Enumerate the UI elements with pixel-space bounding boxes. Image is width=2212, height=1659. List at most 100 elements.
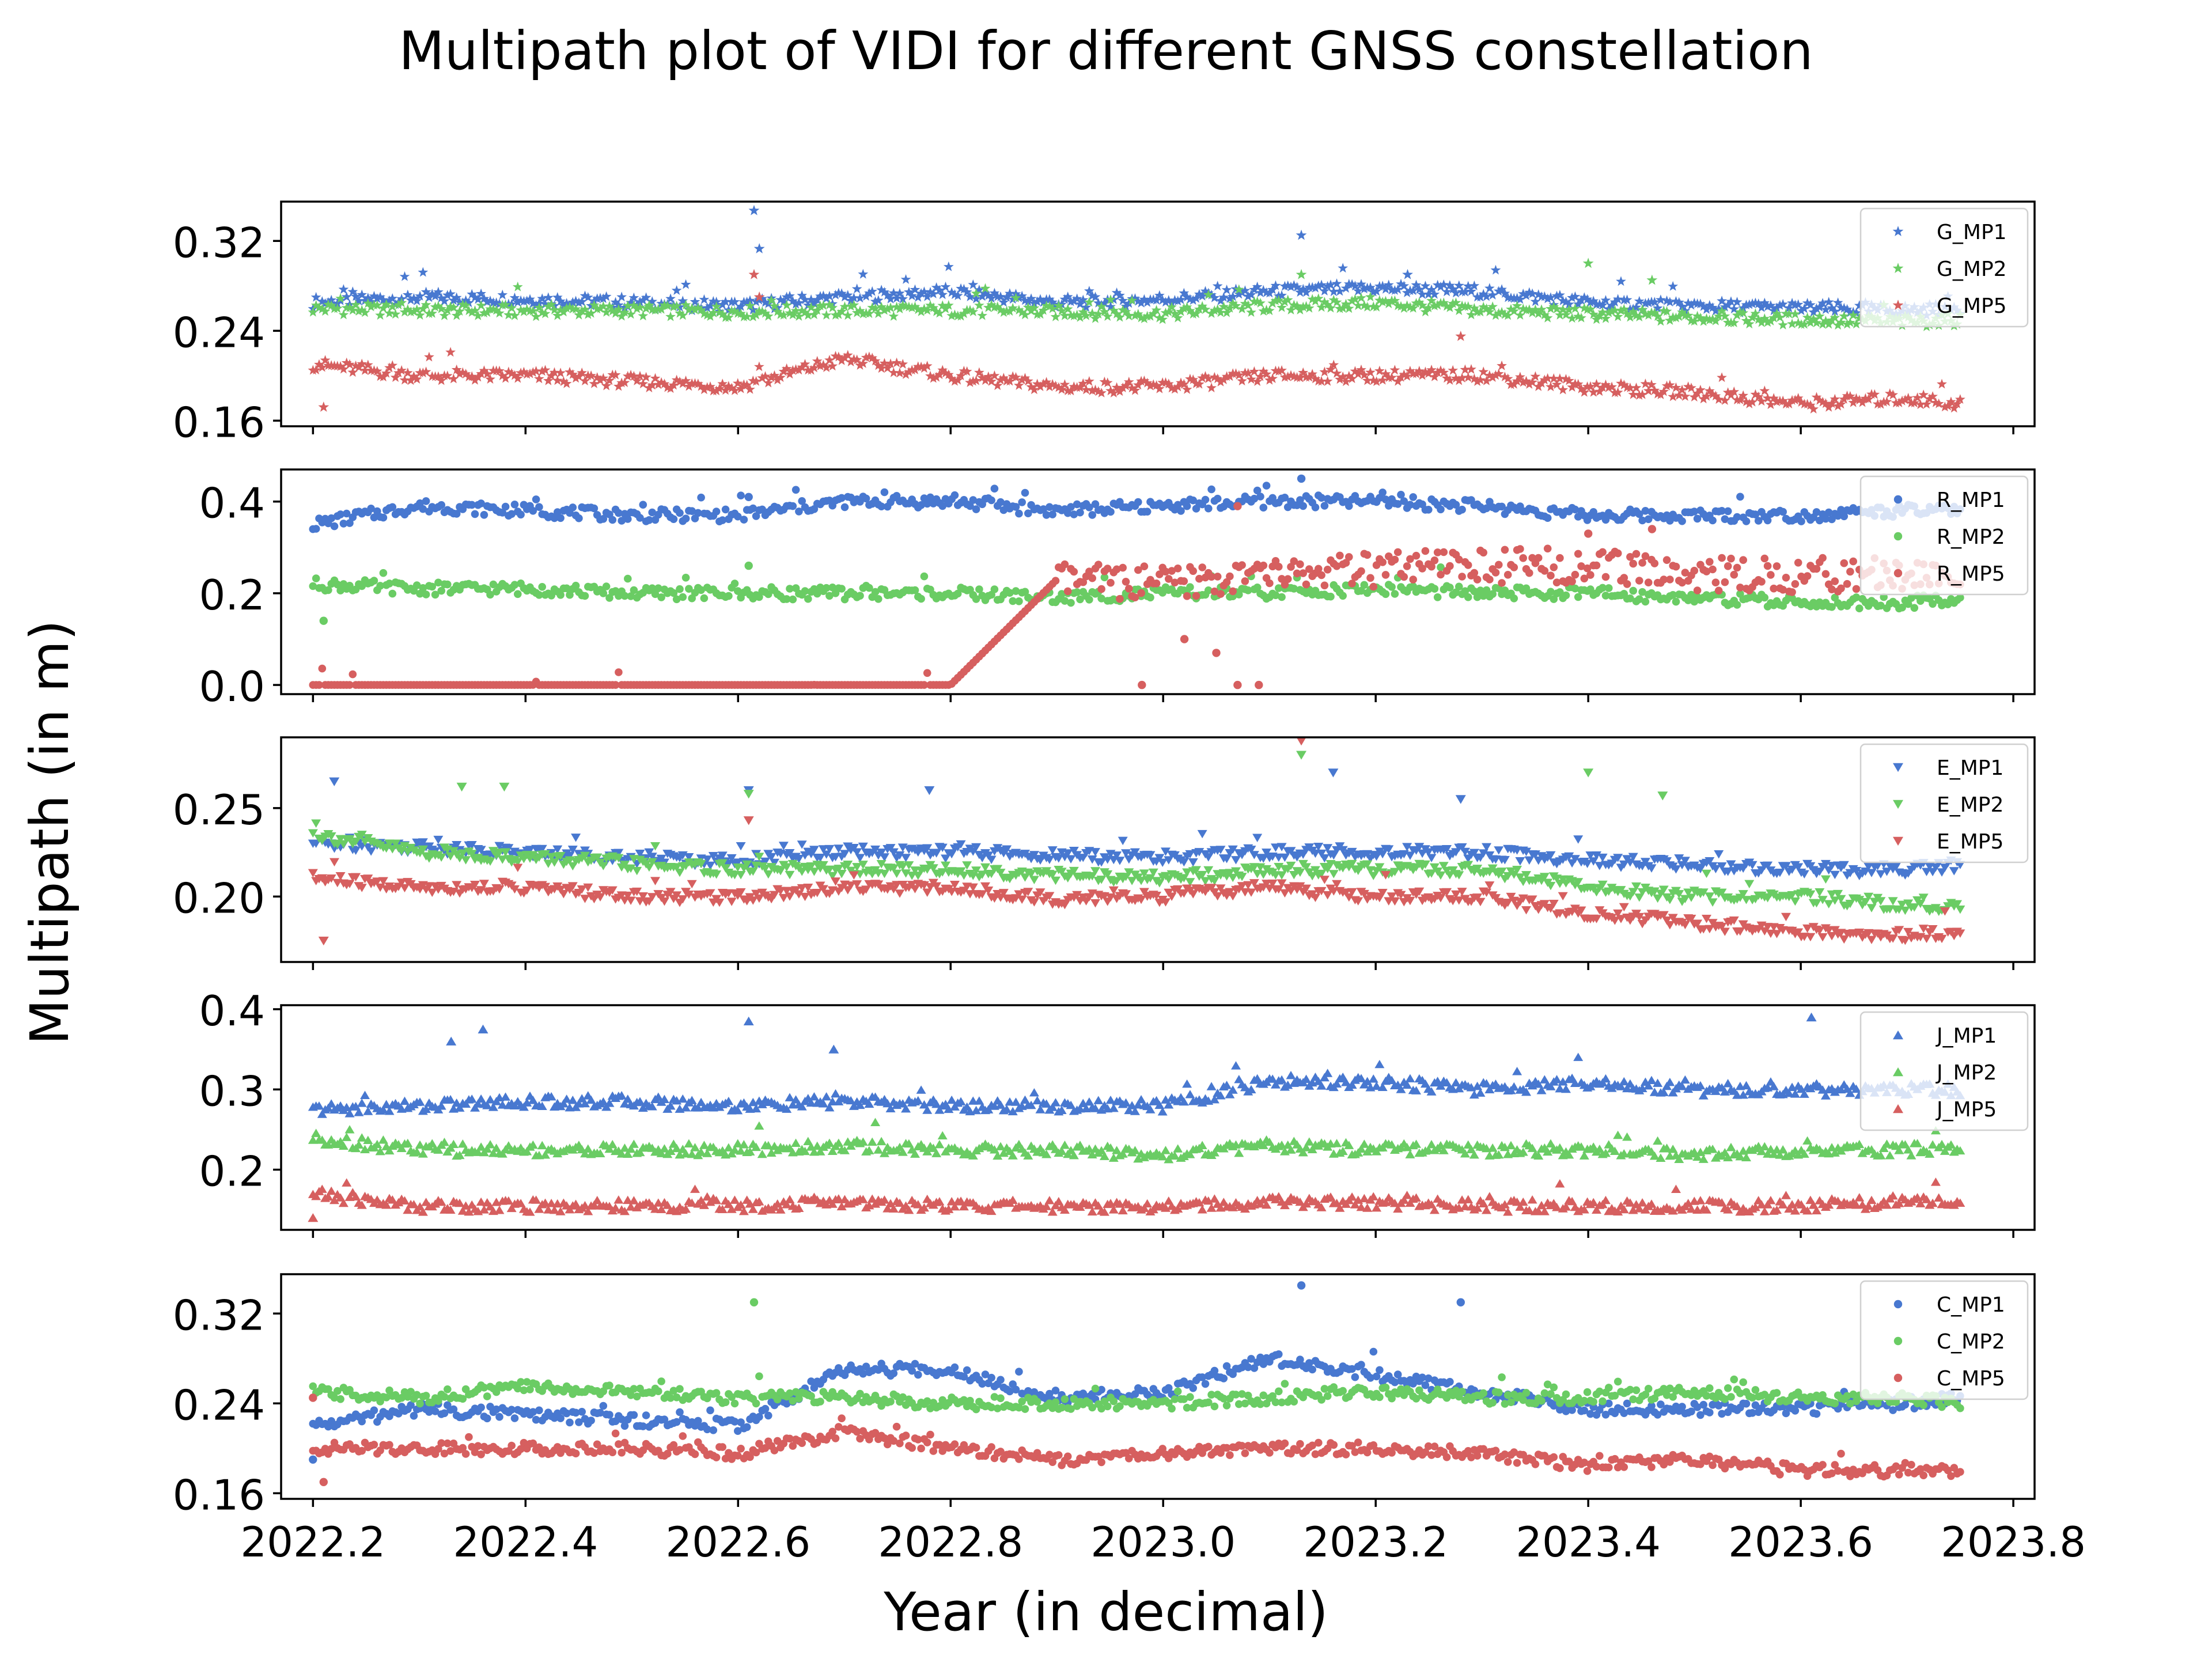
data-point xyxy=(577,885,587,894)
data-point xyxy=(624,515,632,523)
data-point xyxy=(1023,888,1033,896)
data-point xyxy=(1295,882,1305,891)
data-point xyxy=(613,849,624,858)
data-point xyxy=(1457,888,1467,896)
data-point xyxy=(897,862,908,871)
data-point xyxy=(363,874,373,883)
data-point xyxy=(411,304,422,315)
data-point xyxy=(1845,307,1855,317)
data-point xyxy=(806,862,816,871)
data-point xyxy=(1207,485,1215,494)
data-point xyxy=(1291,300,1302,310)
data-point xyxy=(1707,302,1718,312)
data-point xyxy=(1212,373,1223,384)
data-point xyxy=(1069,866,1079,876)
data-point xyxy=(1237,304,1247,313)
data-point xyxy=(919,304,930,313)
data-point xyxy=(672,863,682,872)
data-point xyxy=(1319,854,1330,863)
data-point xyxy=(613,854,624,863)
data-point xyxy=(638,378,649,389)
data-point xyxy=(1222,578,1231,586)
data-point xyxy=(1808,306,1819,317)
data-point xyxy=(804,594,812,603)
data-point xyxy=(1473,593,1482,601)
data-point xyxy=(1481,375,1492,385)
data-point xyxy=(1481,291,1492,301)
data-point xyxy=(717,299,728,309)
data-point xyxy=(880,488,889,497)
data-point xyxy=(1058,590,1066,598)
data-point xyxy=(327,514,335,522)
data-point xyxy=(1225,302,1235,313)
data-point xyxy=(342,509,351,518)
data-point xyxy=(1231,856,1241,865)
data-point xyxy=(775,372,786,382)
data-point xyxy=(444,580,452,589)
data-point xyxy=(1573,835,1584,844)
data-point xyxy=(1579,292,1590,302)
data-point xyxy=(688,507,696,515)
data-point xyxy=(528,851,538,859)
data-point xyxy=(1345,553,1353,561)
data-point xyxy=(882,290,893,300)
data-point xyxy=(1635,595,1643,603)
data-point xyxy=(616,310,627,321)
data-point xyxy=(598,301,609,311)
data-point xyxy=(1576,312,1586,323)
data-point xyxy=(1296,496,1304,504)
data-point xyxy=(552,292,563,302)
data-point xyxy=(1692,388,1703,398)
data-point xyxy=(344,359,355,369)
data-point xyxy=(684,890,694,899)
data-point xyxy=(396,297,407,308)
data-point xyxy=(1313,281,1324,290)
data-point xyxy=(732,378,743,388)
data-point xyxy=(1347,859,1357,869)
data-point xyxy=(1836,895,1846,904)
data-point xyxy=(1249,879,1259,888)
data-point xyxy=(1270,843,1281,852)
data-point xyxy=(974,367,984,377)
data-point xyxy=(1956,593,1964,602)
data-point xyxy=(1460,286,1471,297)
data-point xyxy=(1832,320,1843,330)
data-point xyxy=(1766,316,1776,325)
data-point xyxy=(1050,302,1061,312)
data-point xyxy=(320,355,331,365)
data-point xyxy=(552,845,563,854)
data-point xyxy=(1197,290,1208,301)
data-point xyxy=(1497,306,1507,317)
data-point xyxy=(1597,880,1608,889)
data-point xyxy=(1399,281,1410,291)
data-point xyxy=(1805,317,1816,327)
data-point xyxy=(581,592,589,600)
data-point xyxy=(1567,382,1577,392)
data-point xyxy=(1163,306,1174,317)
data-point xyxy=(983,290,994,300)
data-point xyxy=(372,300,382,310)
data-point xyxy=(556,514,565,522)
data-point xyxy=(1589,508,1597,516)
data-point xyxy=(659,378,670,389)
data-point xyxy=(1047,297,1058,307)
data-point xyxy=(359,295,370,305)
data-point xyxy=(1616,378,1626,388)
data-point xyxy=(1076,508,1084,517)
data-point xyxy=(1446,562,1454,570)
data-point xyxy=(1656,316,1666,326)
data-point xyxy=(1543,514,1552,522)
data-point xyxy=(1304,302,1315,313)
data-point xyxy=(888,287,899,298)
data-point xyxy=(659,897,669,906)
data-point xyxy=(1035,888,1046,897)
data-point xyxy=(1241,577,1249,585)
data-point xyxy=(1927,391,1938,401)
data-point xyxy=(1518,288,1529,298)
data-point xyxy=(1433,548,1442,556)
data-point xyxy=(989,302,1000,312)
data-point xyxy=(1616,276,1626,286)
data-point xyxy=(1738,308,1749,317)
data-point xyxy=(1427,562,1435,571)
data-point xyxy=(1316,279,1327,290)
